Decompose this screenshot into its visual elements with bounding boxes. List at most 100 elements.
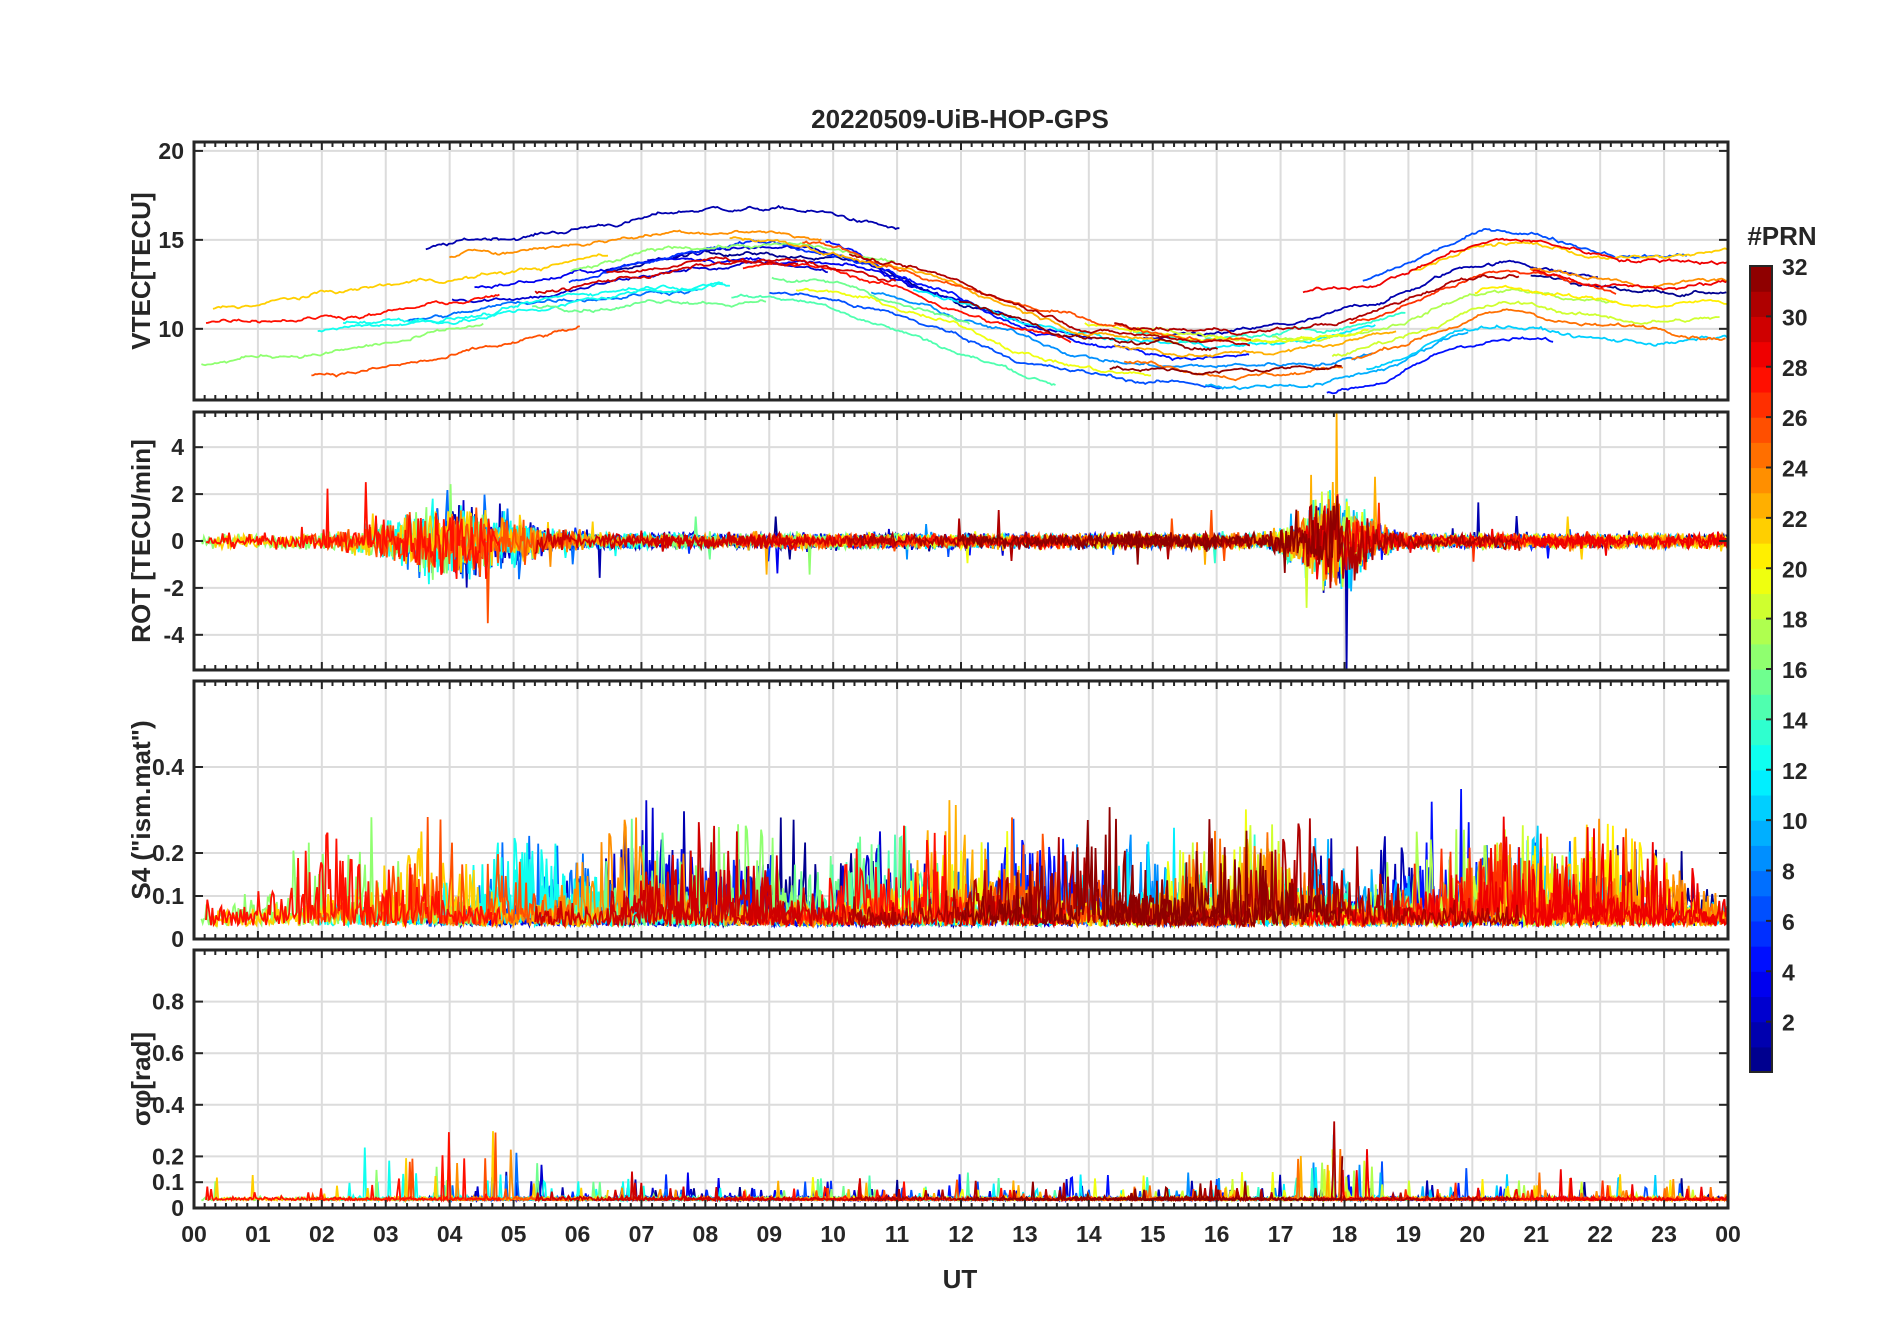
x-tick-label: 06 <box>565 1221 591 1247</box>
colorbar-segment <box>1750 769 1772 796</box>
colorbar-tick-label: 26 <box>1782 405 1808 431</box>
colorbar-segment <box>1750 719 1772 746</box>
trace-prn-19 <box>1331 300 1720 358</box>
y-tick-label: 4 <box>171 434 184 460</box>
y-axis-label-rot: ROT [TECU/min] <box>126 439 156 643</box>
trace-prn-7 <box>1362 227 1688 282</box>
x-tick-label: 15 <box>1140 1221 1166 1247</box>
trace-prn-29 <box>1531 531 1728 551</box>
trace-prn-5 <box>1326 336 1554 395</box>
colorbar-segment <box>1750 820 1772 846</box>
x-tick-label: 08 <box>693 1221 719 1247</box>
trace-prn-30 <box>606 256 799 274</box>
trace-prn-31 <box>1114 273 1520 336</box>
traces-sigma_phi <box>201 1121 1728 1204</box>
panel-vtec: 10 15 20 VTEC[TECU] <box>126 138 1730 402</box>
colorbar-tick-label: 18 <box>1782 607 1808 633</box>
trace-prn-5 <box>825 240 1250 362</box>
colorbar-segment <box>1750 794 1772 821</box>
trace-prn-28 <box>205 832 501 929</box>
trace-prn-2 <box>425 204 900 251</box>
y-tick-label: 0.2 <box>152 840 184 866</box>
colorbar-tick-label: 12 <box>1782 758 1808 784</box>
x-tick-label: 19 <box>1396 1221 1422 1247</box>
x-tick-label: 12 <box>948 1221 974 1247</box>
x-tick-label: 14 <box>1076 1221 1102 1247</box>
y-tick-label: 15 <box>158 227 184 253</box>
trace-prn-32 <box>1108 819 1344 929</box>
panel-rot: -4 -2 0 2 4 ROT [TECU/min] <box>126 410 1730 672</box>
trace-prn-10 <box>1205 331 1469 391</box>
x-tick-label: 01 <box>245 1221 271 1247</box>
trace-prn-22 <box>212 253 609 310</box>
trace-prn-32 <box>958 1181 1219 1203</box>
x-tick-label: 23 <box>1651 1221 1677 1247</box>
colorbar-segment <box>1750 870 1772 897</box>
colorbar-segment <box>1750 467 1772 494</box>
trace-prn-8 <box>406 287 699 323</box>
trace-prn-9 <box>870 291 1374 369</box>
y-tick-label: 0.2 <box>152 1143 184 1169</box>
x-tick-label: 13 <box>1012 1221 1038 1247</box>
colorbar-segment <box>1750 1046 1772 1073</box>
y-tick-label: 2 <box>171 481 184 507</box>
colorbar-segment <box>1750 492 1772 519</box>
colorbar-segment <box>1750 643 1772 670</box>
trace-prn-30 <box>534 822 897 929</box>
colorbar-segment <box>1750 1021 1772 1048</box>
trace-prn-11 <box>1366 324 1728 371</box>
trace-prn-31 <box>848 253 1251 347</box>
trace-prn-29 <box>1302 237 1728 294</box>
trace-prn-4 <box>474 256 918 290</box>
trace-prn-29 <box>1532 269 1727 291</box>
trace-prn-26 <box>802 240 1251 344</box>
colorbar-segment <box>1750 417 1772 443</box>
colorbar-segment <box>1750 971 1772 998</box>
colorbar-segment <box>1750 669 1772 695</box>
trace-prn-32 <box>1108 495 1344 573</box>
colorbar-segment <box>1750 593 1772 620</box>
colorbar-label: #PRN <box>1747 221 1816 251</box>
x-tick-label: 10 <box>820 1221 846 1247</box>
colorbar-tick-label: 2 <box>1782 1010 1795 1036</box>
colorbar-tick-label: 22 <box>1782 506 1808 532</box>
colorbar-tick-label: 8 <box>1782 859 1795 885</box>
trace-prn-32 <box>958 301 1219 352</box>
x-tick-label: 22 <box>1587 1221 1613 1247</box>
x-axis: 00 01 02 03 04 05 06 07 08 09 10 11 12 13 14 15 16 17 18 19… <box>181 1221 1741 1247</box>
y-axis-label-vtec: VTEC[TECU] <box>126 192 156 349</box>
colorbar-tick-label: 14 <box>1782 707 1808 733</box>
trace-prn-13 <box>342 281 723 325</box>
x-tick-label: 00 <box>1715 1221 1741 1247</box>
y-tick-label: 0 <box>171 528 184 554</box>
chart-title: 20220509-UiB-HOP-GPS <box>811 104 1109 134</box>
trace-prn-27 <box>1349 269 1617 325</box>
colorbar-segment <box>1750 568 1772 595</box>
x-tick-label: 16 <box>1204 1221 1230 1247</box>
colorbar-segment <box>1750 291 1772 317</box>
x-tick-label: 18 <box>1332 1221 1358 1247</box>
colorbar-segment <box>1750 316 1772 343</box>
colorbar-segment <box>1750 946 1772 972</box>
trace-prn-20 <box>795 287 1152 377</box>
panel-s4: 0 0.1 0.2 0.4S4 ("ism.mat") <box>126 679 1730 952</box>
y-axis-label-s4: S4 ("ism.mat") <box>126 720 156 899</box>
y-tick-label: 10 <box>158 316 184 342</box>
colorbar-tick-label: 32 <box>1782 254 1808 280</box>
trace-prn-28 <box>742 261 1072 344</box>
trace-prn-32 <box>958 807 1220 928</box>
trace-prn-24 <box>1529 267 1728 289</box>
trace-prn-24 <box>449 229 822 259</box>
trace-prn-26 <box>311 325 580 378</box>
trace-prn-30 <box>535 1178 897 1203</box>
x-tick-label: 07 <box>629 1221 655 1247</box>
trace-prn-28 <box>205 293 500 324</box>
trace-prn-25 <box>1124 360 1344 382</box>
colorbar-segment <box>1750 618 1772 645</box>
y-tick-label: -2 <box>164 575 184 601</box>
colorbar-tick-label: 4 <box>1782 959 1795 985</box>
trace-prn-29 <box>1532 1169 1727 1203</box>
y-tick-label: 0 <box>171 926 184 952</box>
